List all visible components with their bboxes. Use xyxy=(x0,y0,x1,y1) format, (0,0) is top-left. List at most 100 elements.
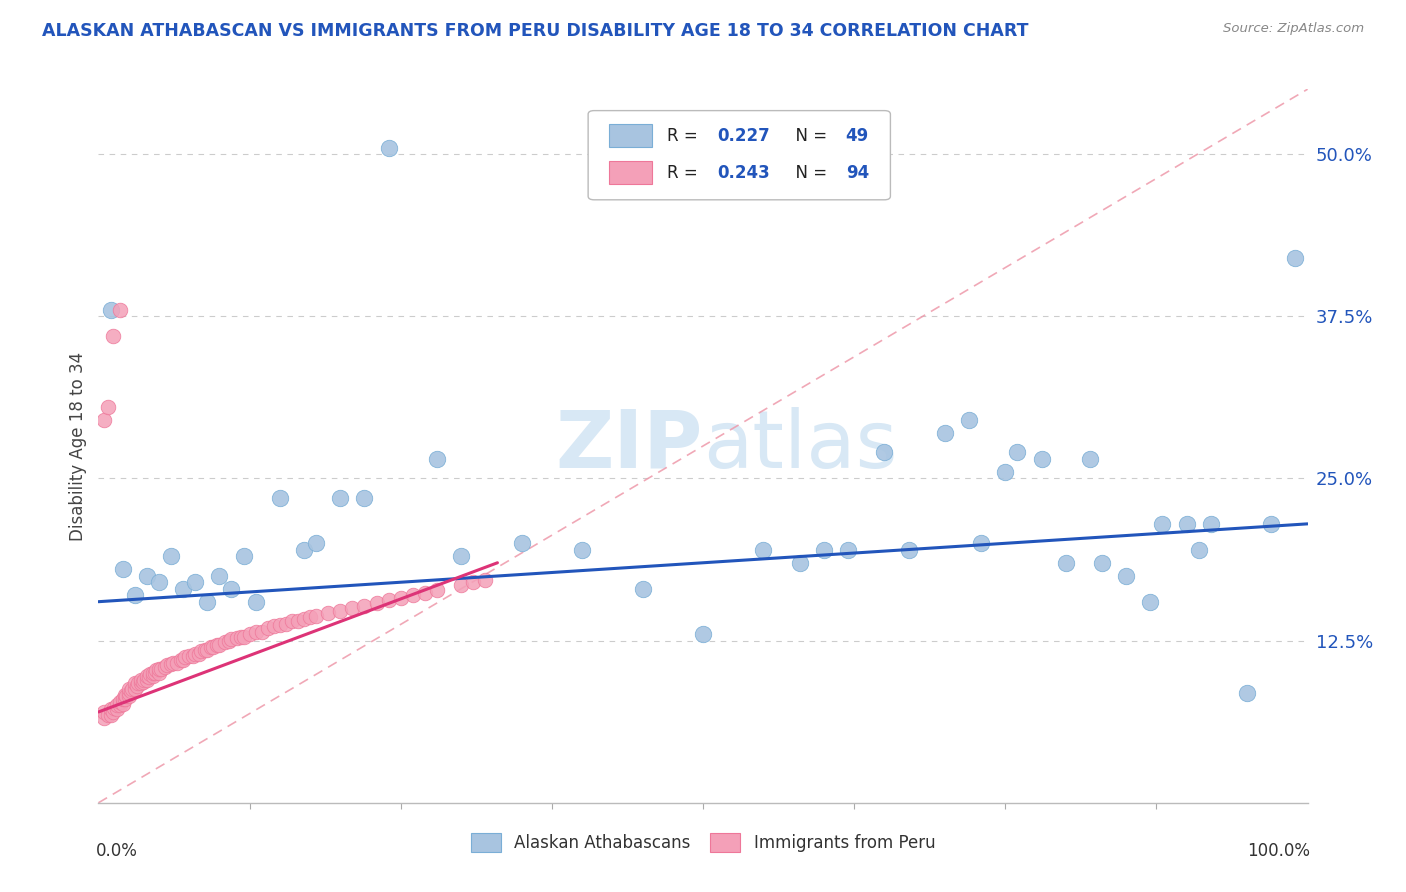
Point xyxy=(402,588,425,602)
Point xyxy=(108,695,131,709)
Point xyxy=(571,542,593,557)
Text: 94: 94 xyxy=(845,164,869,182)
Text: ALASKAN ATHABASCAN VS IMMIGRANTS FROM PERU DISABILITY AGE 18 TO 34 CORRELATION C: ALASKAN ATHABASCAN VS IMMIGRANTS FROM PE… xyxy=(42,22,1029,40)
Point xyxy=(329,491,352,505)
Point xyxy=(97,400,120,414)
Point xyxy=(269,618,291,632)
Point xyxy=(108,302,131,317)
Point xyxy=(138,670,160,684)
Point xyxy=(160,549,183,564)
Point xyxy=(181,649,204,664)
Point xyxy=(1260,516,1282,531)
Point xyxy=(208,568,231,582)
Point xyxy=(93,705,115,719)
Point xyxy=(873,445,896,459)
Point xyxy=(153,659,176,673)
Point xyxy=(208,638,231,652)
Point xyxy=(1188,542,1211,557)
Point xyxy=(100,302,122,317)
Point xyxy=(148,666,170,681)
Point xyxy=(132,675,155,690)
Point xyxy=(292,542,315,557)
Point xyxy=(631,582,654,596)
Point xyxy=(166,656,188,670)
Text: Source: ZipAtlas.com: Source: ZipAtlas.com xyxy=(1223,22,1364,36)
FancyBboxPatch shape xyxy=(588,111,890,200)
Point xyxy=(97,707,120,722)
Point xyxy=(143,666,166,681)
Point xyxy=(150,662,173,676)
Point xyxy=(221,632,243,647)
Point xyxy=(172,653,194,667)
Point xyxy=(226,631,249,645)
Point xyxy=(316,607,339,621)
Point xyxy=(474,573,496,587)
Point xyxy=(93,711,115,725)
Point xyxy=(100,702,122,716)
Point xyxy=(115,690,138,704)
Text: ZIP: ZIP xyxy=(555,407,703,485)
Y-axis label: Disability Age 18 to 34: Disability Age 18 to 34 xyxy=(69,351,87,541)
Point xyxy=(250,624,273,639)
Point xyxy=(426,452,449,467)
Point xyxy=(124,681,146,696)
Point xyxy=(127,679,149,693)
Point xyxy=(124,588,146,602)
Text: R =: R = xyxy=(666,127,703,145)
Point xyxy=(218,633,240,648)
Point xyxy=(305,609,328,624)
Point xyxy=(994,465,1017,479)
Point xyxy=(114,692,136,706)
Point xyxy=(263,619,285,633)
Point xyxy=(103,701,125,715)
Point xyxy=(413,585,436,599)
Point xyxy=(366,596,388,610)
Legend: Alaskan Athabascans, Immigrants from Peru: Alaskan Athabascans, Immigrants from Per… xyxy=(464,826,942,859)
Point xyxy=(377,593,399,607)
Point xyxy=(239,627,262,641)
Point xyxy=(194,642,217,657)
Point xyxy=(120,684,142,698)
Point xyxy=(111,692,134,706)
FancyBboxPatch shape xyxy=(609,124,652,147)
Point xyxy=(142,668,165,682)
Point xyxy=(1078,452,1101,467)
Point xyxy=(970,536,993,550)
Point xyxy=(450,549,472,564)
Point xyxy=(837,542,859,557)
Text: 0.227: 0.227 xyxy=(717,127,770,145)
Point xyxy=(256,621,278,635)
Point xyxy=(93,413,115,427)
Point xyxy=(450,578,472,592)
Point xyxy=(1152,516,1174,531)
Point xyxy=(190,644,212,658)
Point xyxy=(108,698,131,713)
Text: N =: N = xyxy=(785,164,832,182)
Point xyxy=(1175,516,1198,531)
Point xyxy=(135,568,157,582)
Point xyxy=(195,595,218,609)
Point xyxy=(789,556,811,570)
Point xyxy=(1054,556,1077,570)
Point xyxy=(100,707,122,722)
Point xyxy=(245,595,267,609)
Point xyxy=(160,657,183,671)
Text: 100.0%: 100.0% xyxy=(1247,842,1310,860)
Text: N =: N = xyxy=(785,127,832,145)
Point xyxy=(1236,685,1258,699)
Point xyxy=(184,575,207,590)
Point xyxy=(1031,452,1053,467)
Point xyxy=(127,676,149,690)
FancyBboxPatch shape xyxy=(609,161,652,184)
Text: 0.243: 0.243 xyxy=(717,164,770,182)
Point xyxy=(692,627,714,641)
Point xyxy=(1284,251,1306,265)
Text: atlas: atlas xyxy=(703,407,897,485)
Point xyxy=(897,542,920,557)
Point xyxy=(111,562,134,576)
Point xyxy=(463,575,485,590)
Point xyxy=(1139,595,1161,609)
Point xyxy=(162,656,184,670)
Point xyxy=(229,630,252,644)
Point xyxy=(111,697,134,711)
